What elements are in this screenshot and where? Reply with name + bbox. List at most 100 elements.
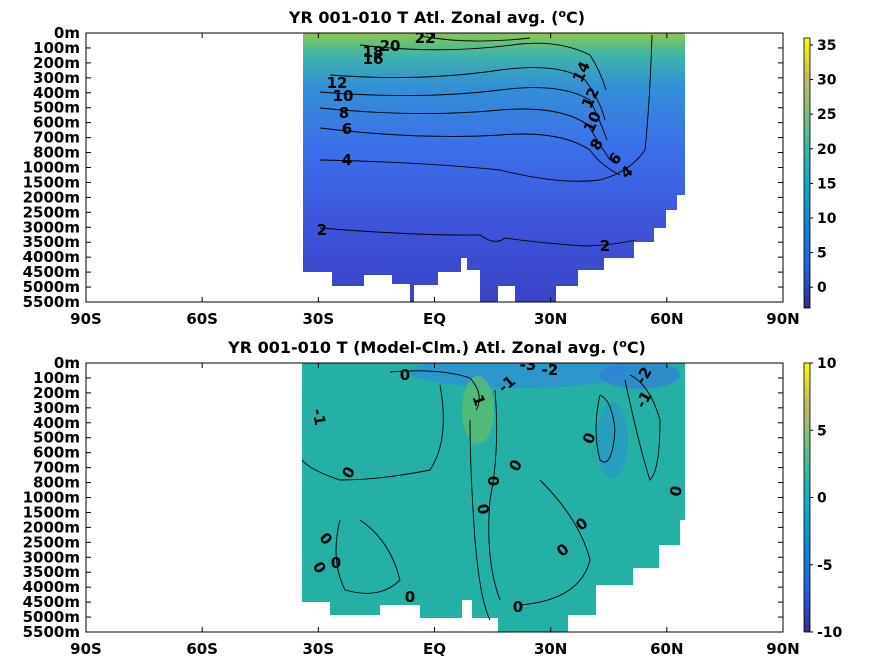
x-tick-label: 30N [534, 310, 567, 328]
x-tick-label: EQ [423, 640, 446, 656]
top-colorbar-ticks: 35 30 25 20 15 10 5 0 [810, 38, 837, 296]
y-tick-label: 200m [33, 54, 80, 72]
y-tick-label: 0m [54, 24, 80, 42]
colorbar-tick-label: 0 [817, 280, 827, 296]
y-tick-label: 5000m [23, 278, 80, 296]
top-contour-label: 8 [339, 104, 349, 122]
colorbar-tick-label: -5 [817, 558, 833, 574]
y-tick-label: 5500m [23, 623, 80, 641]
y-tick-label: 4500m [23, 263, 80, 281]
bottom-x-axis: 90S 60S 30S EQ 30N 60N 90N [70, 363, 800, 656]
y-tick-label: 100m [33, 369, 80, 387]
bottom-contour-label: -1 [309, 407, 330, 427]
top-contour-label: 2 [317, 221, 327, 239]
y-tick-label: 2500m [23, 533, 80, 551]
colorbar-tick-label: 5 [817, 423, 827, 439]
y-tick-label: 3500m [23, 563, 80, 581]
colorbar-tick-label: 10 [817, 356, 837, 372]
x-tick-label: 90N [766, 310, 799, 328]
y-tick-label: 700m [33, 459, 80, 477]
x-tick-label: 30S [302, 640, 334, 656]
colorbar-tick-label: -10 [817, 625, 843, 641]
bottom-contour-label: 0 [400, 366, 410, 384]
y-tick-label: 800m [33, 474, 80, 492]
y-tick-label: 3500m [23, 233, 80, 251]
colorbar-tick-label: 20 [817, 142, 837, 158]
top-panel: YR 001-010 T Atl. Zonal avg. (oC) 22 20 … [23, 7, 837, 328]
y-tick-label: 200m [33, 384, 80, 402]
y-tick-label: 300m [33, 399, 80, 417]
y-tick-label: 1000m [23, 159, 80, 177]
top-x-axis: 90S 60S 30S EQ 30N 60N 90N [70, 33, 800, 328]
y-tick-label: 500m [33, 429, 80, 447]
top-contour-label: 22 [415, 29, 436, 47]
top-contour-label: 6 [342, 120, 352, 138]
y-tick-label: 1500m [23, 503, 80, 521]
y-tick-label: 100m [33, 39, 80, 57]
bottom-y-axis: 0m100m200m300m400m500m600m700m800m1000m1… [23, 354, 783, 641]
y-tick-label: 4000m [23, 578, 80, 596]
y-tick-label: 3000m [23, 218, 80, 236]
bottom-contour-label: -2 [542, 361, 559, 379]
colorbar-tick-label: 25 [817, 107, 836, 123]
top-title: YR 001-010 T Atl. Zonal avg. (oC) [288, 7, 585, 27]
bottom-colorbar-ticks: 10 5 0 -5 -10 [810, 356, 843, 641]
bottom-contour-label: -3 [520, 356, 537, 374]
top-contour-label: 10 [333, 87, 354, 105]
y-tick-label: 4000m [23, 248, 80, 266]
x-tick-label: 60S [186, 310, 218, 328]
y-tick-label: 2000m [23, 518, 80, 536]
bottom-contour-label: 0 [513, 598, 523, 616]
top-contour-label: 12 [327, 74, 348, 92]
y-tick-label: 600m [33, 114, 80, 132]
colorbar-tick-label: 15 [817, 176, 836, 192]
x-tick-label: 30N [534, 640, 567, 656]
bottom-contour-label: 0 [405, 588, 415, 606]
y-tick-label: 500m [33, 99, 80, 117]
y-tick-label: 400m [33, 414, 80, 432]
top-contour-label: 16 [363, 50, 384, 68]
top-contour-label: 4 [342, 151, 352, 169]
x-tick-label: 60N [650, 310, 683, 328]
top-y-axis: 0m100m200m300m400m500m600m700m800m1000m1… [23, 24, 783, 311]
y-tick-label: 5500m [23, 293, 80, 311]
bottom-field: 0 -3 -2 -1 1 -2 -1 -1 0 0 0 0 0 0 0 0 0 … [301, 356, 686, 632]
y-tick-label: 0m [54, 354, 80, 372]
y-tick-label: 700m [33, 129, 80, 147]
y-tick-label: 3000m [23, 548, 80, 566]
y-tick-label: 1500m [23, 173, 80, 191]
y-tick-label: 600m [33, 444, 80, 462]
bottom-panel: YR 001-010 T (Model-Clm.) Atl. Zonal avg… [23, 337, 843, 656]
top-contour-label: 18 [363, 43, 384, 61]
colorbar-tick-label: 10 [817, 211, 837, 227]
colorbar-tick-label: 35 [817, 38, 836, 54]
x-tick-label: 30S [302, 310, 334, 328]
y-tick-label: 400m [33, 84, 80, 102]
y-tick-label: 300m [33, 69, 80, 87]
x-tick-label: 60N [650, 640, 683, 656]
y-tick-label: 2000m [23, 188, 80, 206]
x-tick-label: 90N [766, 640, 799, 656]
colorbar-tick-label: 30 [817, 73, 837, 89]
bottom-contour-label: 0 [484, 476, 502, 486]
y-tick-label: 1000m [23, 489, 80, 507]
bottom-colorbar [803, 362, 811, 633]
top-contour-label: 20 [380, 37, 401, 55]
x-tick-label: 90S [70, 640, 102, 656]
colorbar-tick-label: 5 [817, 246, 827, 262]
bottom-contour-label: -1 [632, 388, 656, 411]
top-colorbar [803, 37, 811, 309]
top-contour-label: 2 [600, 237, 610, 255]
x-tick-label: 60S [186, 640, 218, 656]
y-tick-label: 2500m [23, 203, 80, 221]
bottom-title: YR 001-010 T (Model-Clm.) Atl. Zonal avg… [227, 337, 646, 357]
x-tick-label: 90S [70, 310, 102, 328]
bottom-contour-label: 0 [331, 554, 341, 572]
x-tick-label: EQ [423, 310, 446, 328]
bottom-contour-label: -2 [632, 364, 656, 387]
y-tick-label: 5000m [23, 608, 80, 626]
y-tick-label: 4500m [23, 593, 80, 611]
y-tick-label: 800m [33, 144, 80, 162]
colorbar-tick-label: 0 [817, 491, 827, 507]
